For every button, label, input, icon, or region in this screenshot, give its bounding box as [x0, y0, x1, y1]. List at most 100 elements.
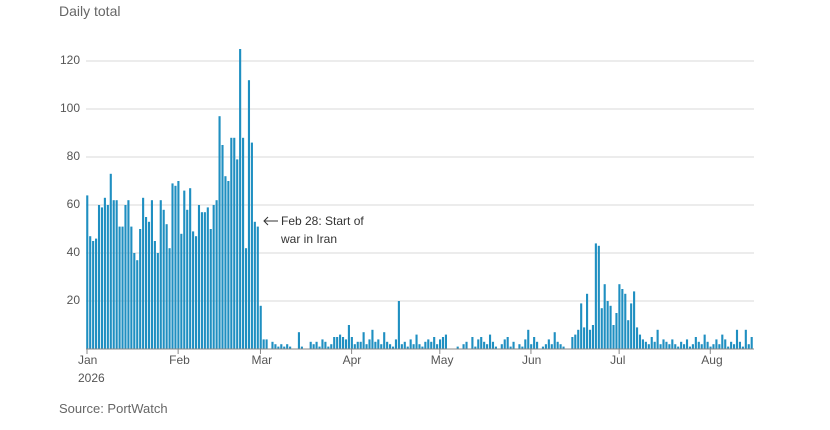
bar: [730, 341, 733, 349]
bar: [741, 346, 744, 349]
bar: [594, 243, 597, 349]
bar: [239, 49, 242, 349]
bar: [200, 212, 203, 349]
bar: [192, 231, 195, 349]
bar: [124, 205, 127, 349]
bar: [283, 346, 286, 349]
bar: [580, 303, 583, 349]
bar: [597, 245, 600, 349]
bar: [380, 344, 383, 349]
bar: [327, 346, 330, 349]
bar: [168, 248, 171, 349]
bar: [136, 260, 139, 349]
y-tick-label: 80: [67, 149, 81, 163]
y-tick-label: 40: [67, 245, 81, 259]
bar: [203, 212, 206, 349]
bar: [374, 341, 377, 349]
bar: [691, 344, 694, 349]
bar: [668, 344, 671, 349]
bar: [97, 205, 101, 349]
bar: [486, 344, 489, 349]
bar: [344, 339, 348, 349]
bar: [630, 303, 633, 349]
bar: [521, 346, 524, 349]
bar: [738, 341, 741, 349]
bar: [209, 229, 212, 349]
bar: [647, 344, 650, 349]
bar: [744, 329, 747, 349]
bar: [650, 337, 653, 349]
bar: [309, 341, 312, 349]
bar: [671, 339, 674, 349]
bar: [724, 339, 727, 349]
bar: [685, 339, 689, 349]
bar: [362, 332, 365, 349]
bar: [683, 344, 686, 349]
bar: [477, 339, 480, 349]
x-tick-label: Jul: [610, 353, 626, 367]
bar: [377, 339, 380, 349]
bar: [333, 337, 336, 349]
bar: [571, 337, 574, 349]
bar: [133, 253, 136, 349]
bar: [353, 344, 356, 349]
bar: [194, 236, 198, 349]
bar: [506, 337, 509, 349]
bar: [180, 233, 183, 349]
bar: [624, 293, 627, 349]
bar: [277, 346, 280, 349]
bar: [271, 341, 274, 349]
bar: [644, 341, 647, 349]
bar: [394, 339, 398, 349]
x-tick-label: Feb: [169, 353, 190, 367]
bar: [509, 346, 512, 349]
bar: [100, 207, 104, 349]
bar: [315, 341, 318, 349]
y-tick-label: 20: [67, 293, 81, 307]
chart-title: Daily total: [59, 3, 121, 19]
x-tick-label: Mar: [251, 353, 273, 367]
bar: [197, 205, 201, 349]
bar: [386, 341, 389, 349]
bar: [712, 344, 715, 349]
bar: [553, 332, 556, 349]
bar: [403, 341, 406, 349]
bar: [659, 344, 662, 349]
bar: [735, 329, 739, 349]
bar: [494, 346, 497, 349]
bar: [218, 116, 221, 349]
bar: [444, 334, 447, 349]
bar: [465, 341, 468, 349]
bar: [286, 344, 289, 349]
bar: [433, 337, 436, 349]
bar: [206, 207, 209, 349]
bar: [383, 332, 386, 349]
bar: [586, 293, 589, 349]
bar: [159, 200, 162, 349]
bar: [280, 344, 283, 349]
bar: [162, 209, 165, 349]
bar: [471, 337, 474, 349]
bar: [95, 238, 98, 349]
bar: [409, 339, 412, 349]
bar: [244, 248, 248, 349]
bar: [250, 142, 253, 349]
bar: [415, 334, 418, 349]
bar: [183, 190, 186, 349]
bar: [400, 344, 403, 349]
bar: [109, 173, 112, 349]
bar: [233, 137, 236, 349]
bar: [674, 344, 677, 349]
bar: [389, 344, 392, 349]
bar: [215, 200, 218, 349]
bar: [600, 308, 603, 349]
bar: [709, 346, 712, 349]
bar: [500, 344, 503, 349]
bar: [212, 205, 215, 349]
bar: [189, 188, 192, 349]
bar: [256, 226, 259, 349]
bar: [706, 341, 709, 349]
bar: [694, 337, 697, 349]
bar: [727, 346, 730, 349]
